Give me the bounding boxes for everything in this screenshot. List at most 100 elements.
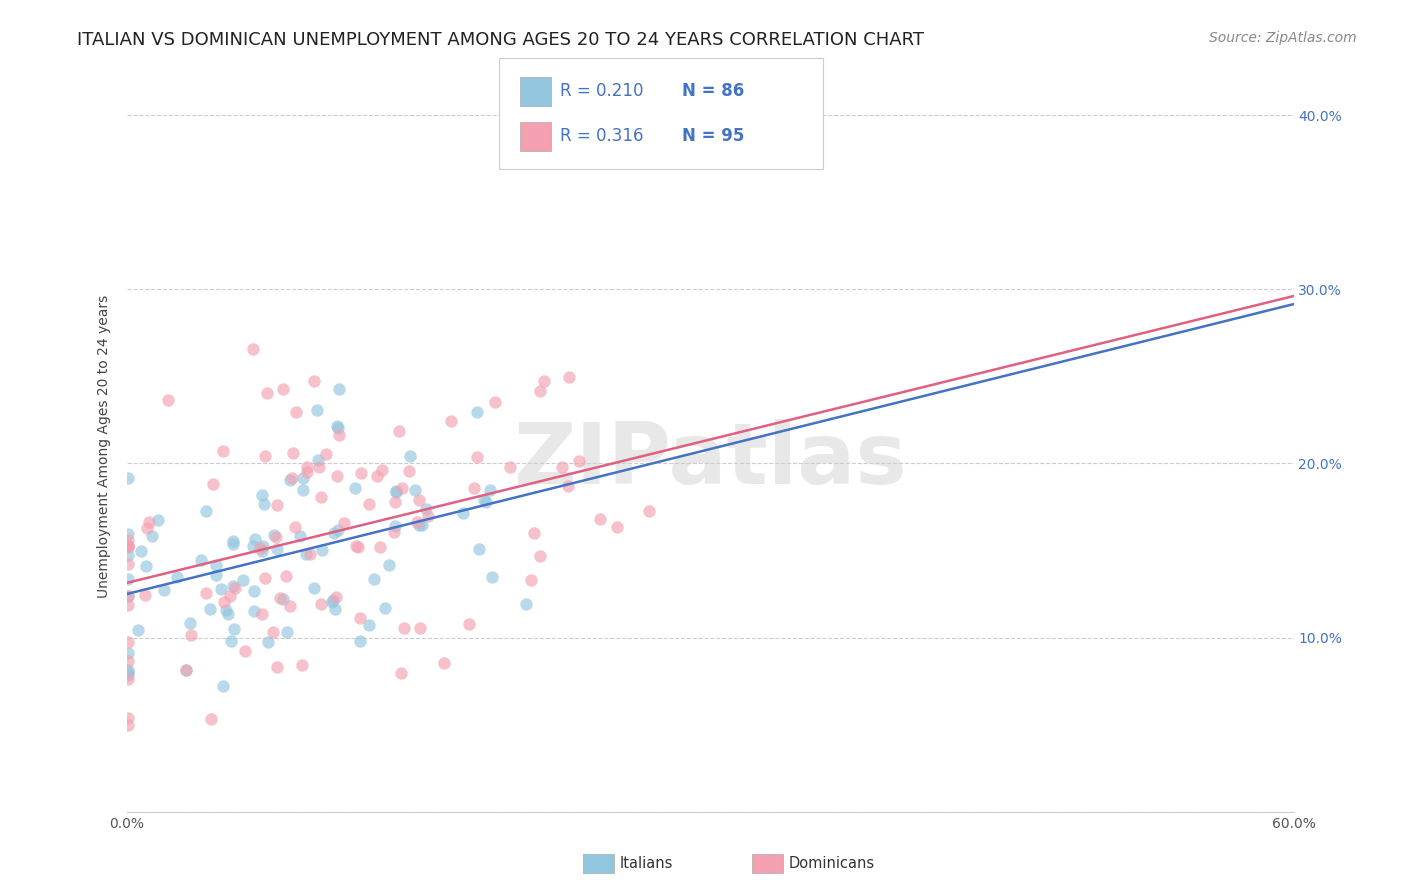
Point <box>254 450 277 464</box>
Point <box>411 517 433 532</box>
Point <box>467 450 489 464</box>
Point <box>276 624 298 639</box>
Point <box>285 405 308 419</box>
Point <box>302 581 325 595</box>
Point <box>606 520 628 534</box>
Point <box>222 536 245 550</box>
Point <box>308 460 330 475</box>
Point <box>551 459 574 474</box>
Point <box>290 529 312 543</box>
Point <box>328 383 350 397</box>
Point <box>359 497 381 511</box>
Point <box>117 665 139 679</box>
Point <box>129 544 152 558</box>
Point <box>350 466 373 480</box>
Point <box>219 633 242 648</box>
Point <box>201 476 224 491</box>
Point <box>305 402 328 417</box>
Point <box>117 541 139 555</box>
Point <box>214 594 236 608</box>
Point <box>176 663 198 677</box>
Point <box>328 428 350 442</box>
Point <box>117 533 139 548</box>
Point <box>292 483 315 498</box>
Point <box>408 518 430 533</box>
Point <box>558 370 581 384</box>
Point <box>440 414 463 428</box>
Point <box>405 515 427 529</box>
Point <box>315 447 337 461</box>
Point <box>326 419 349 434</box>
Point <box>322 593 344 607</box>
Point <box>326 421 349 435</box>
Point <box>257 635 280 649</box>
Point <box>117 527 139 541</box>
Point <box>195 504 218 518</box>
Point <box>326 523 349 537</box>
Point <box>467 542 489 557</box>
Point <box>269 591 291 605</box>
Point <box>134 588 156 602</box>
Point <box>222 622 245 636</box>
Point <box>311 543 333 558</box>
Point <box>243 583 266 598</box>
Point <box>127 623 149 637</box>
Point <box>232 573 254 587</box>
Point <box>433 656 456 670</box>
Point <box>117 589 139 603</box>
Point <box>242 342 264 356</box>
Point <box>211 444 233 458</box>
Point <box>278 473 301 487</box>
Point <box>138 516 160 530</box>
Point <box>135 559 157 574</box>
Point <box>529 384 551 399</box>
Point <box>146 513 169 527</box>
Point <box>363 572 385 586</box>
Point <box>366 469 388 483</box>
Point <box>321 594 343 608</box>
Text: N = 95: N = 95 <box>682 128 744 145</box>
Point <box>180 628 202 642</box>
Point <box>349 634 371 648</box>
Point <box>307 453 329 467</box>
Point <box>529 549 551 564</box>
Point <box>484 394 506 409</box>
Point <box>418 509 440 524</box>
Point <box>291 471 314 485</box>
Point <box>252 544 274 558</box>
Point <box>453 506 475 520</box>
Point <box>326 469 349 483</box>
Point <box>515 597 537 611</box>
Point <box>349 611 371 625</box>
Point <box>382 524 405 539</box>
Point <box>174 663 197 677</box>
Point <box>465 404 488 418</box>
Point <box>117 663 139 677</box>
Point <box>408 493 430 508</box>
Point <box>266 542 288 557</box>
Point <box>322 525 344 540</box>
Point <box>638 504 661 518</box>
Point <box>264 530 287 544</box>
Point <box>263 527 285 541</box>
Point <box>568 454 591 468</box>
Point <box>249 541 271 555</box>
Text: ITALIAN VS DOMINICAN UNEMPLOYMENT AMONG AGES 20 TO 24 YEARS CORRELATION CHART: ITALIAN VS DOMINICAN UNEMPLOYMENT AMONG … <box>77 31 924 49</box>
Point <box>200 712 222 726</box>
Point <box>233 644 256 658</box>
Text: R = 0.210: R = 0.210 <box>560 82 643 100</box>
Point <box>256 385 278 400</box>
Point <box>243 604 266 618</box>
Point <box>117 572 139 586</box>
Point <box>304 374 326 388</box>
Text: Italians: Italians <box>620 856 673 871</box>
Point <box>298 547 321 561</box>
Point <box>166 570 188 584</box>
Point <box>221 579 243 593</box>
Y-axis label: Unemployment Among Ages 20 to 24 years: Unemployment Among Ages 20 to 24 years <box>97 294 111 598</box>
Point <box>389 666 412 681</box>
Point <box>252 539 274 553</box>
Point <box>117 647 139 661</box>
Point <box>384 519 406 533</box>
Point <box>117 589 139 603</box>
